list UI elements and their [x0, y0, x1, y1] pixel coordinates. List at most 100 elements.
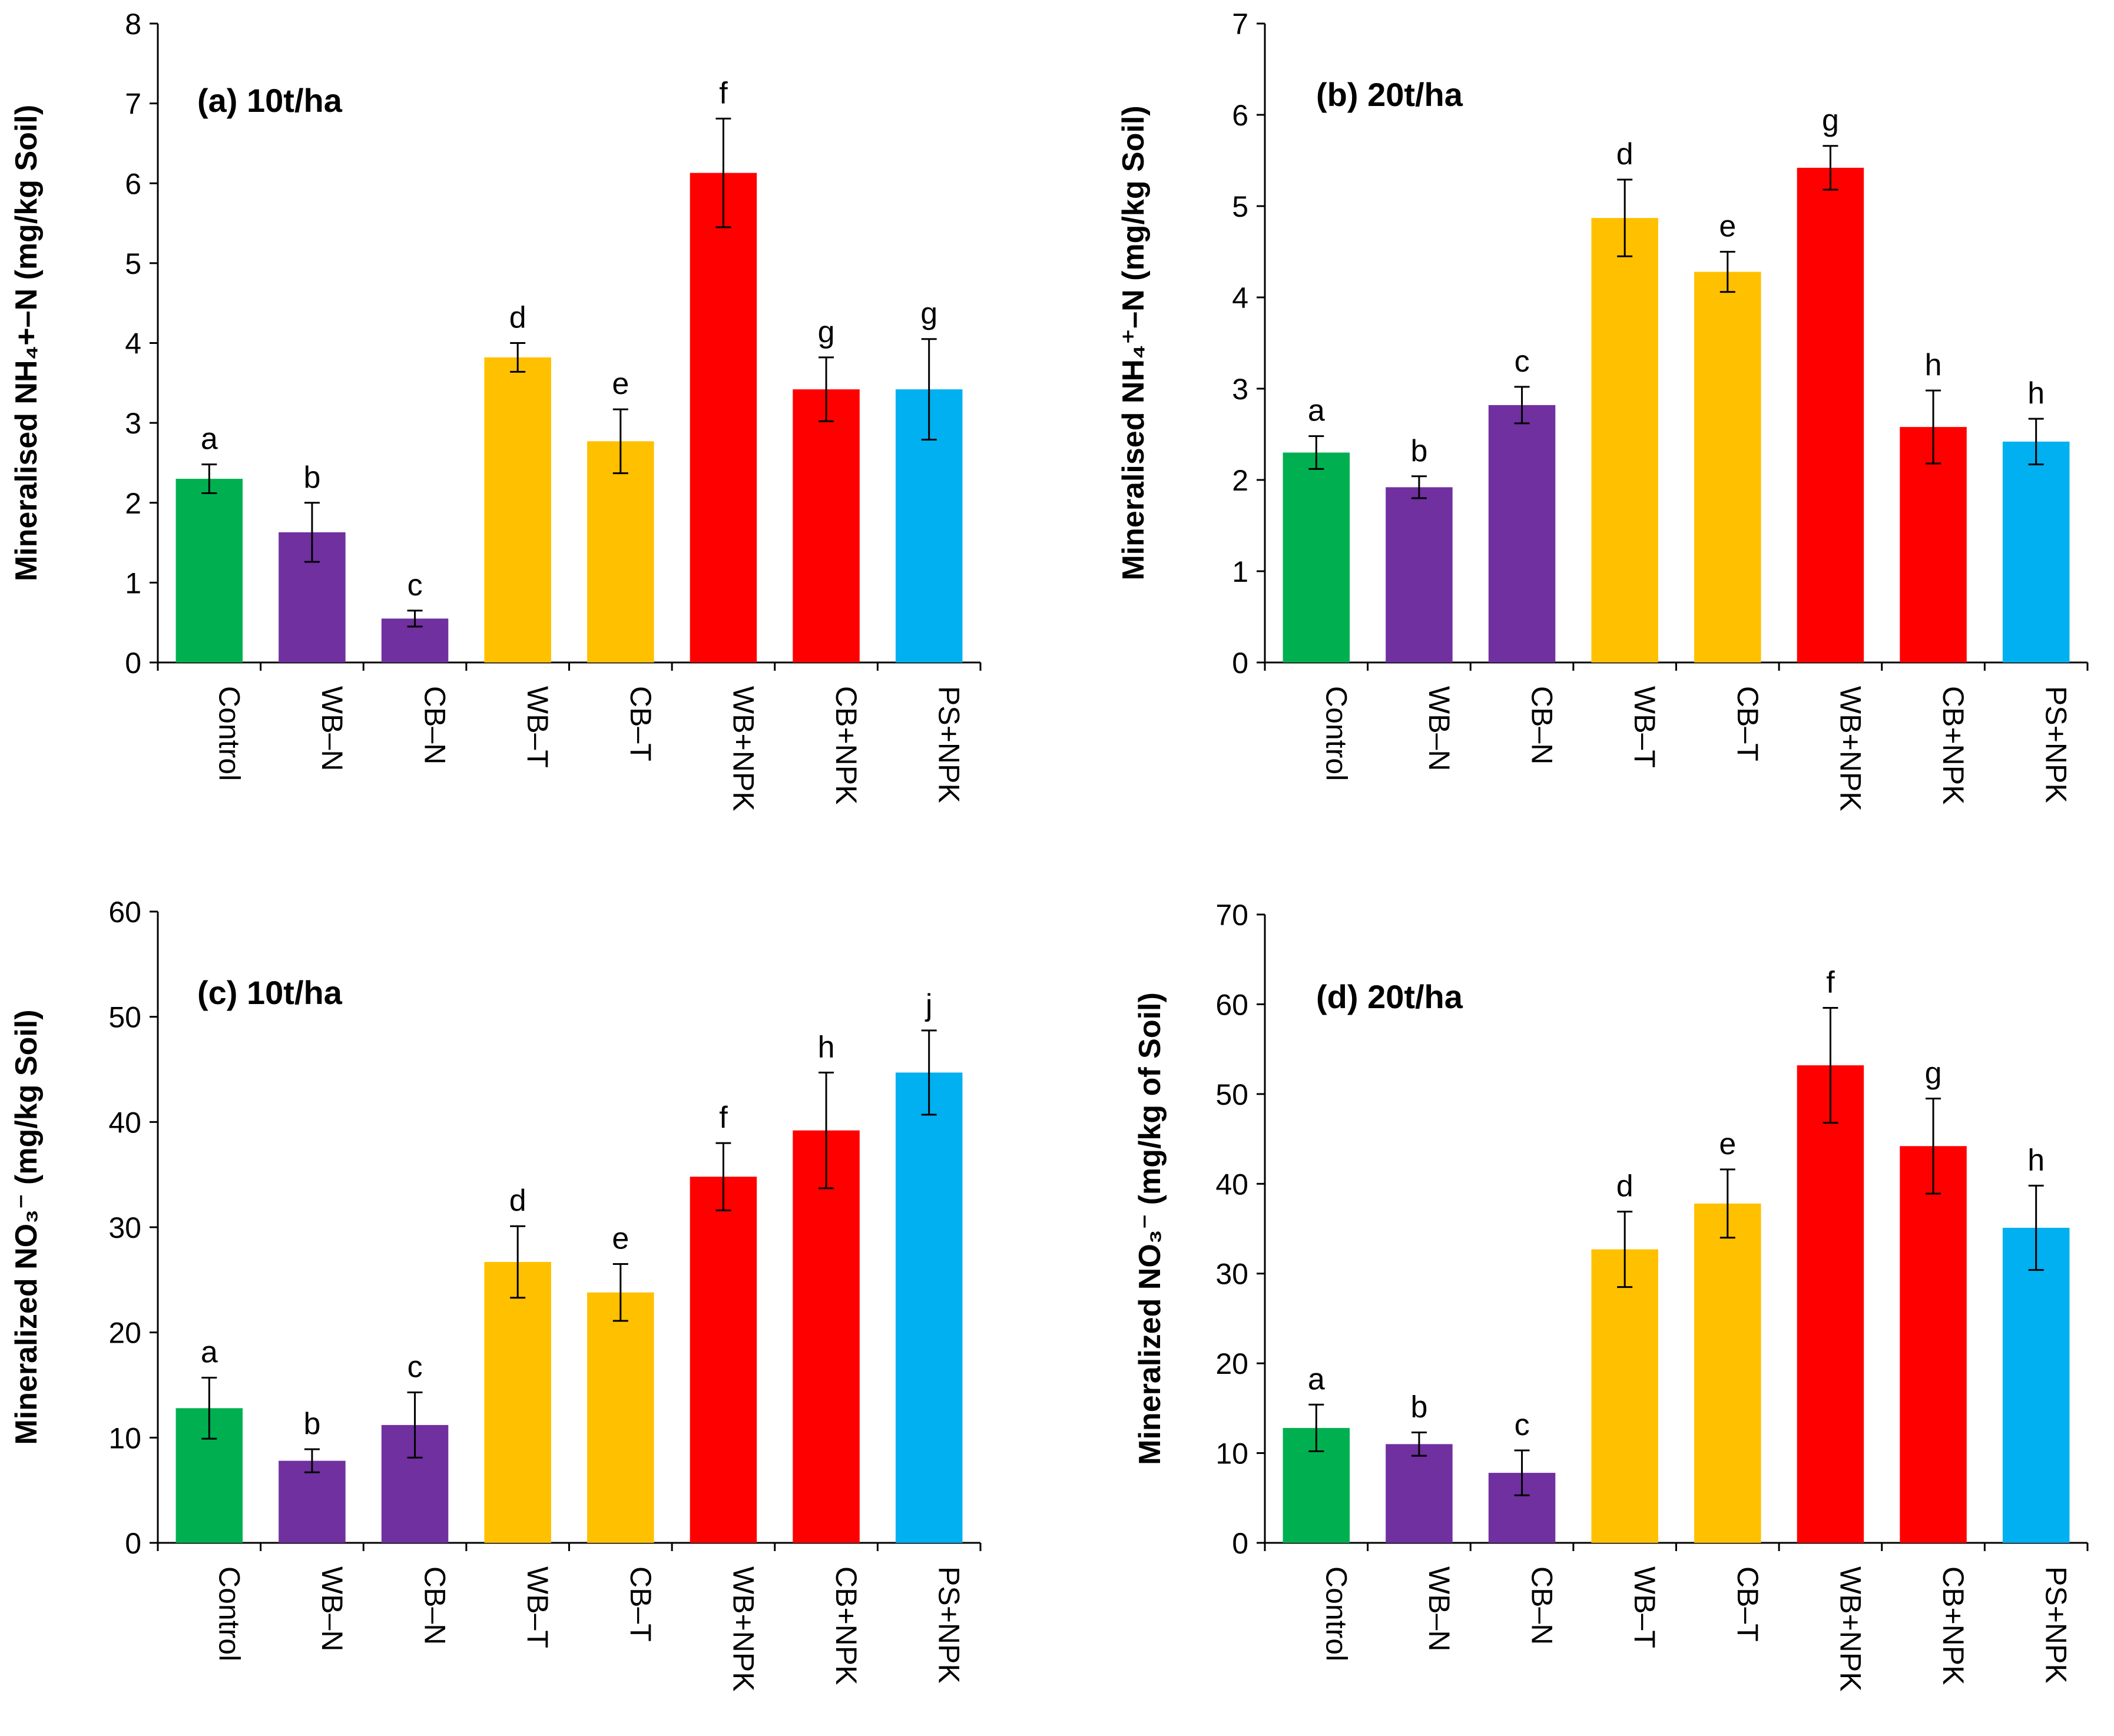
y-tick-label: 4 — [125, 327, 141, 360]
category-label: PS+NPK — [2040, 1566, 2073, 1684]
category-label: WB+NPK — [1834, 1566, 1867, 1692]
significance-letter: c — [1515, 1408, 1530, 1442]
significance-letter: h — [2027, 376, 2045, 410]
bar-CB+NPK — [793, 389, 860, 662]
y-tick-label: 40 — [108, 1106, 141, 1139]
panel-b-chart: 0 1 2 3 4 5 6 7 a Control b WB–N c CB–N d WB–T e CB–T g WB+… — [1116, 8, 2089, 811]
y-tick-label: 3 — [1232, 373, 1248, 406]
y-tick-label: 4 — [1232, 281, 1248, 314]
bar-WB+NPK — [690, 173, 757, 662]
bar-CB+NPK — [793, 1130, 860, 1543]
y-tick-label: 20 — [1215, 1347, 1248, 1380]
bar-Control — [175, 479, 243, 662]
bar-CB–T — [1694, 271, 1761, 663]
y-tick-label: 50 — [1215, 1078, 1248, 1111]
significance-letter: a — [1308, 1362, 1325, 1396]
significance-letter: f — [1826, 966, 1835, 1000]
category-label: WB–N — [1423, 686, 1456, 771]
significance-letter: d — [509, 1184, 526, 1218]
category-label: PS+NPK — [933, 1566, 966, 1684]
bar-WB+NPK — [1797, 1065, 1864, 1543]
significance-letter: j — [925, 988, 933, 1022]
bar-Control — [1283, 452, 1350, 662]
significance-letter: g — [920, 297, 937, 331]
significance-letter: b — [1410, 434, 1427, 468]
category-label: CB+NPK — [830, 1566, 863, 1685]
category-label: CB–T — [1731, 686, 1764, 761]
category-label: PS+NPK — [933, 686, 966, 803]
y-tick-label: 30 — [108, 1211, 141, 1244]
bar-WB+NPK — [1797, 167, 1864, 662]
bar-CB–T — [1694, 1203, 1761, 1543]
significance-letter: d — [509, 301, 526, 335]
bar-WB–T — [1591, 218, 1658, 662]
significance-letter: f — [719, 1101, 728, 1135]
significance-letter: a — [1308, 394, 1325, 428]
y-tick-label: 50 — [108, 1001, 141, 1034]
significance-letter: h — [2027, 1143, 2045, 1177]
y-tick-label: 0 — [125, 1527, 141, 1560]
bar-WB–N — [1386, 1444, 1453, 1543]
significance-letter: e — [1719, 210, 1736, 244]
category-label: WB–T — [521, 686, 554, 768]
category-label: WB+NPK — [1834, 686, 1867, 811]
category-label: Control — [213, 1566, 246, 1661]
y-tick-label: 0 — [1232, 1527, 1248, 1560]
bar-WB–N — [279, 1460, 346, 1543]
bar-WB–N — [1386, 487, 1453, 662]
y-tick-label: 6 — [1232, 99, 1248, 132]
category-label: CB–T — [1731, 1566, 1764, 1642]
significance-letter: e — [1719, 1127, 1736, 1161]
category-label: CB–N — [1526, 686, 1559, 764]
y-tick-label: 1 — [1232, 555, 1248, 588]
bar-WB–T — [1591, 1249, 1658, 1543]
y-tick-label: 5 — [125, 247, 141, 280]
y-axis-label: Mineralized NO₃⁻ (mg/kg of Soil) — [1133, 992, 1167, 1465]
significance-letter: g — [818, 315, 835, 349]
category-label: CB+NPK — [830, 686, 863, 804]
y-tick-label: 1 — [125, 566, 141, 599]
category-label: CB+NPK — [1937, 1566, 1970, 1685]
bar-CB–T — [587, 441, 654, 662]
category-label: WB–N — [1423, 1566, 1456, 1651]
panel-a-chart: 0 1 2 3 4 5 6 7 8 a Control b WB–N c CB–N d WB–T e CB–T f WB… — [9, 8, 982, 811]
y-tick-label: 60 — [108, 896, 141, 929]
significance-letter: c — [407, 1350, 423, 1384]
panel-c-chart: 0 10 20 30 40 50 60 a Control b WB–N c CB–N d WB–T e CB–… — [9, 896, 982, 1692]
category-label: WB–T — [1628, 686, 1661, 768]
category-label: CB+NPK — [1937, 686, 1970, 804]
bar-PS+NPK — [895, 1072, 963, 1543]
significance-letter: d — [1616, 137, 1633, 171]
chart-title: (a) 10t/ha — [197, 82, 343, 119]
y-tick-label: 5 — [1232, 190, 1248, 223]
bar-PS+NPK — [2002, 1227, 2070, 1543]
significance-letter: b — [303, 1407, 320, 1441]
category-label: CB–N — [419, 686, 452, 764]
chart-title: (b) 20t/ha — [1316, 76, 1463, 113]
y-tick-label: 70 — [1215, 899, 1248, 932]
y-tick-label: 7 — [125, 88, 141, 121]
category-label: WB+NPK — [727, 1566, 760, 1692]
significance-letter: h — [1925, 348, 1942, 382]
y-axis-label: Mineralised NH₄+–N (mg/kg Soil) — [9, 105, 44, 581]
y-axis-label: Mineralized NO₃⁻ (mg/kg Soil) — [9, 1009, 44, 1445]
category-label: PS+NPK — [2040, 686, 2073, 803]
category-label: WB–T — [521, 1566, 554, 1648]
bar-PS+NPK — [2002, 441, 2070, 662]
category-label: CB–N — [1526, 1566, 1559, 1645]
y-tick-label: 60 — [1215, 988, 1248, 1021]
y-tick-label: 2 — [1232, 464, 1248, 497]
category-label: Control — [1320, 686, 1353, 781]
bar-CB–T — [587, 1292, 654, 1543]
y-tick-label: 2 — [125, 487, 141, 520]
significance-letter: h — [818, 1030, 835, 1064]
y-tick-label: 0 — [125, 647, 141, 680]
y-tick-label: 20 — [108, 1317, 141, 1350]
y-tick-label: 10 — [108, 1422, 141, 1455]
y-tick-label: 0 — [1232, 647, 1248, 680]
y-tick-label: 7 — [1232, 8, 1248, 41]
category-label: Control — [1320, 1566, 1353, 1661]
category-label: CB–T — [624, 1566, 657, 1642]
significance-letter: e — [612, 367, 629, 401]
